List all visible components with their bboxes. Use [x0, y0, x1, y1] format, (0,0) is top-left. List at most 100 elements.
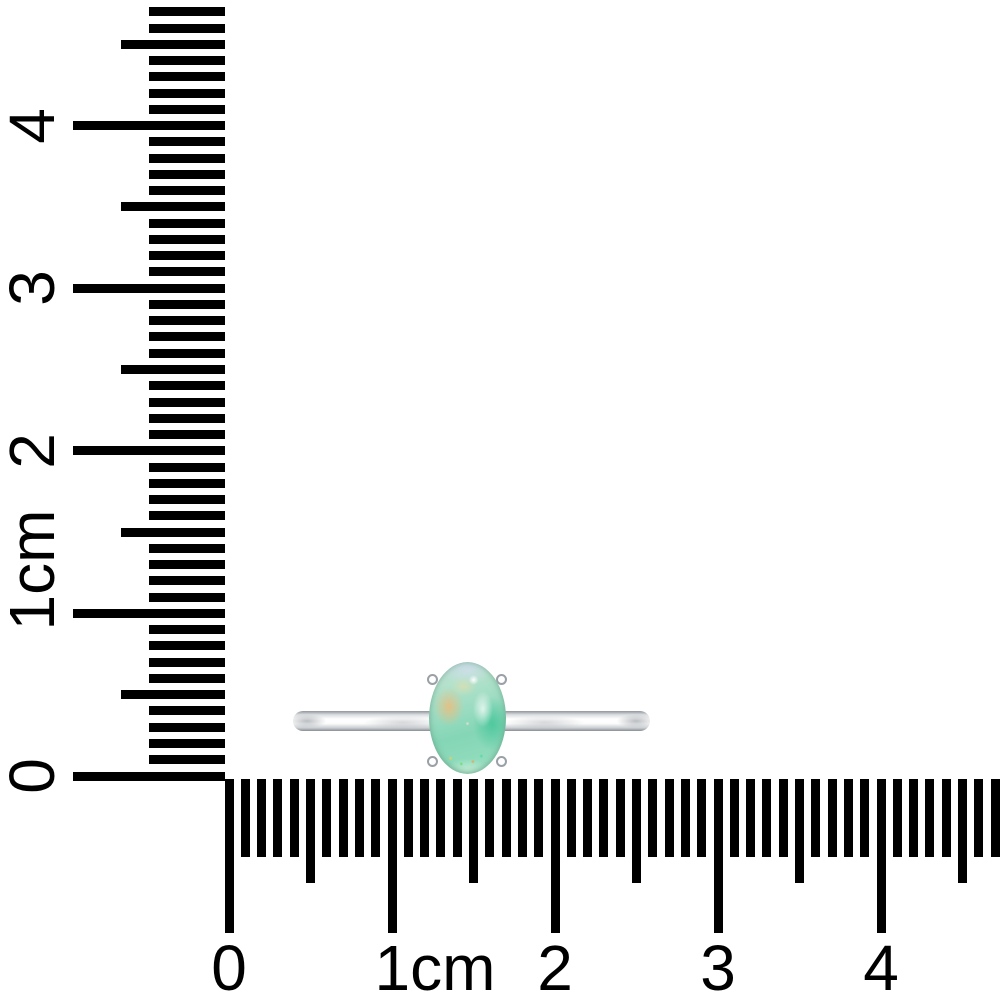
horizontal-ruler-tick-mm	[534, 779, 544, 857]
horizontal-ruler-tick-mm	[452, 779, 462, 857]
horizontal-ruler-tick-mm	[240, 779, 250, 857]
vertical-ruler-tick-mm	[149, 186, 225, 196]
horizontal-ruler-tick-mm	[892, 779, 902, 857]
horizontal-ruler-tick-mm	[420, 779, 430, 857]
prong-bottom-right	[496, 756, 507, 767]
horizontal-ruler-tick-mm	[485, 779, 495, 857]
vertical-ruler-label-1cm: 1cm	[0, 509, 68, 631]
prong-top-right	[496, 674, 507, 685]
vertical-ruler-tick-mm	[149, 23, 225, 33]
horizontal-ruler-tick-mm	[860, 779, 870, 857]
horizontal-ruler-tick-mm	[501, 779, 511, 857]
horizontal-ruler-tick-mm	[566, 779, 576, 857]
horizontal-ruler-tick-mm	[648, 779, 658, 857]
opal-sparkles	[429, 662, 506, 774]
horizontal-ruler-tick-mm	[909, 779, 919, 857]
horizontal-ruler-tick-mm	[778, 779, 788, 857]
horizontal-ruler-tick-mm	[322, 779, 332, 857]
horizontal-ruler-label-0cm: 0	[211, 932, 247, 1000]
vertical-ruler-tick-mm	[149, 625, 225, 635]
vertical-ruler-tick-mm	[149, 576, 225, 586]
horizontal-ruler-tick-mm	[436, 779, 446, 857]
horizontal-ruler-tick-mm	[746, 779, 756, 857]
vertical-ruler-tick-mm	[149, 88, 225, 98]
vertical-ruler-tick-mm	[149, 169, 225, 179]
horizontal-ruler-tick-mm	[371, 779, 381, 857]
horizontal-ruler-tick-cm	[224, 779, 234, 933]
vertical-ruler-tick-mm	[149, 755, 225, 765]
horizontal-ruler-tick-mm	[664, 779, 674, 857]
vertical-ruler-tick-mm	[149, 104, 225, 114]
vertical-ruler-tick-mm	[149, 234, 225, 244]
vertical-ruler-tick-mm	[149, 592, 225, 602]
vertical-ruler-label-4cm: 4	[0, 107, 68, 144]
vertical-ruler-tick-mm	[149, 738, 225, 748]
vertical-ruler-tick-mm	[149, 7, 225, 17]
ring-band	[293, 711, 650, 731]
horizontal-ruler-label-3cm: 3	[700, 932, 736, 1000]
horizontal-ruler-tick-mm	[615, 779, 625, 857]
vertical-ruler-tick-mm	[149, 218, 225, 228]
horizontal-ruler-tick-cm	[713, 779, 723, 933]
vertical-ruler-tick-mm	[149, 72, 225, 82]
vertical-ruler-tick-mm	[149, 657, 225, 667]
horizontal-ruler-label-2cm: 2	[537, 932, 573, 1000]
opal-stone	[429, 662, 506, 774]
horizontal-ruler-tick-mm	[517, 779, 527, 857]
horizontal-ruler-tick-mm	[273, 779, 283, 857]
horizontal-ruler-tick-mm	[289, 779, 299, 857]
vertical-ruler-tick-mm	[149, 348, 225, 358]
horizontal-ruler-tick-half	[958, 779, 967, 883]
vertical-ruler-tick-mm	[149, 397, 225, 407]
horizontal-ruler-tick-cm	[387, 779, 397, 933]
vertical-ruler-tick-mm	[149, 381, 225, 391]
horizontal-ruler-tick-half	[632, 779, 641, 883]
horizontal-ruler-tick-mm	[403, 779, 413, 857]
vertical-ruler-tick-half	[121, 202, 225, 212]
vertical-ruler-tick-mm	[149, 153, 225, 163]
horizontal-ruler-tick-mm	[697, 779, 707, 857]
vertical-ruler-tick-mm	[149, 706, 225, 716]
vertical-ruler-label-0cm: 0	[0, 758, 68, 794]
vertical-ruler-tick-cm	[73, 283, 225, 293]
vertical-ruler-tick-half	[121, 690, 225, 700]
vertical-ruler-tick-mm	[149, 641, 225, 651]
horizontal-ruler-tick-cm	[876, 779, 886, 933]
horizontal-ruler-tick-mm	[354, 779, 364, 857]
vertical-ruler-tick-mm	[149, 543, 225, 553]
horizontal-ruler-label-4cm: 4	[863, 932, 899, 1000]
horizontal-ruler-tick-mm	[974, 779, 984, 857]
vertical-ruler-tick-half	[121, 39, 225, 49]
horizontal-ruler-label-1cm: 1cm	[374, 932, 496, 1000]
vertical-ruler-tick-mm	[149, 511, 225, 521]
vertical-ruler-tick-mm	[149, 299, 225, 309]
vertical-ruler-tick-mm	[149, 251, 225, 261]
vertical-ruler-tick-mm	[149, 56, 225, 66]
horizontal-ruler-tick-half	[795, 779, 804, 883]
vertical-ruler-tick-mm	[149, 332, 225, 342]
horizontal-ruler-tick-mm	[941, 779, 951, 857]
vertical-ruler-tick-mm	[149, 267, 225, 277]
horizontal-ruler-tick-mm	[925, 779, 935, 857]
horizontal-ruler-tick-mm	[257, 779, 267, 857]
vertical-ruler-tick-mm	[149, 316, 225, 326]
horizontal-ruler-tick-half	[469, 779, 478, 883]
vertical-ruler-tick-cm	[73, 446, 225, 456]
vertical-ruler-tick-cm	[73, 608, 225, 618]
vertical-ruler-tick-mm	[149, 413, 225, 423]
vertical-ruler-tick-mm	[149, 462, 225, 472]
vertical-ruler-tick-half	[121, 365, 225, 374]
horizontal-ruler-tick-mm	[338, 779, 348, 857]
vertical-ruler-tick-mm	[149, 673, 225, 683]
horizontal-ruler-tick-mm	[827, 779, 837, 857]
horizontal-ruler-tick-mm	[811, 779, 821, 857]
horizontal-ruler-tick-mm	[729, 779, 739, 857]
prong-top-left	[427, 674, 438, 685]
vertical-ruler-label-3cm: 3	[0, 270, 68, 306]
vertical-ruler-tick-mm	[149, 137, 225, 147]
horizontal-ruler-tick-mm	[583, 779, 593, 857]
vertical-ruler-tick-cm	[73, 121, 225, 131]
horizontal-ruler-tick-mm	[843, 779, 853, 857]
vertical-ruler-tick-mm	[149, 495, 225, 505]
horizontal-ruler-tick-mm	[762, 779, 772, 857]
